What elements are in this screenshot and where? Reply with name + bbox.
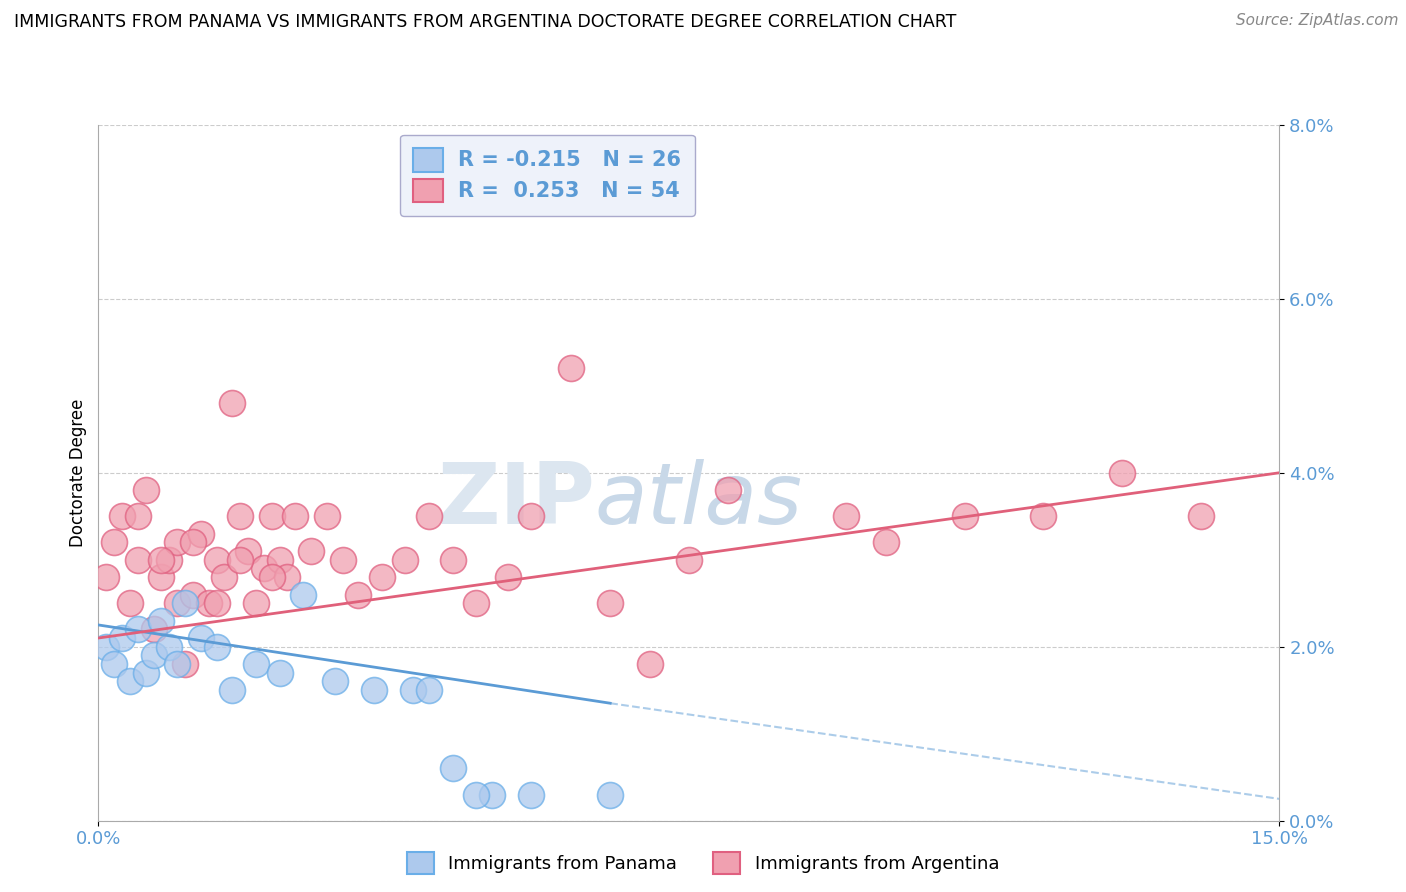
Point — [599, 596, 621, 610]
Text: ZIP: ZIP — [437, 459, 595, 542]
Point — [363, 683, 385, 698]
Point — [142, 648, 165, 663]
Point — [96, 570, 118, 584]
Point — [166, 535, 188, 549]
Point — [181, 587, 204, 601]
Text: atlas: atlas — [595, 459, 803, 542]
Point — [166, 596, 188, 610]
Point — [953, 509, 976, 524]
Point — [441, 552, 464, 567]
Point — [103, 535, 125, 549]
Point — [292, 587, 315, 601]
Point — [111, 631, 134, 645]
Point — [166, 657, 188, 671]
Point — [214, 570, 236, 584]
Point — [1111, 466, 1133, 480]
Point — [1189, 509, 1212, 524]
Point — [150, 552, 173, 567]
Point — [157, 552, 180, 567]
Point — [678, 552, 700, 567]
Point — [323, 674, 346, 689]
Point — [197, 596, 219, 610]
Text: Source: ZipAtlas.com: Source: ZipAtlas.com — [1236, 13, 1399, 29]
Point — [394, 552, 416, 567]
Point — [599, 788, 621, 802]
Point — [875, 535, 897, 549]
Point — [135, 483, 157, 498]
Point — [717, 483, 740, 498]
Point — [190, 631, 212, 645]
Point — [520, 509, 543, 524]
Point — [245, 596, 267, 610]
Point — [157, 640, 180, 654]
Point — [481, 788, 503, 802]
Point — [205, 596, 228, 610]
Point — [181, 535, 204, 549]
Point — [229, 509, 252, 524]
Point — [253, 561, 276, 575]
Point — [103, 657, 125, 671]
Point — [245, 657, 267, 671]
Point — [205, 640, 228, 654]
Point — [142, 623, 165, 637]
Point — [299, 544, 322, 558]
Point — [96, 640, 118, 654]
Point — [284, 509, 307, 524]
Point — [332, 552, 354, 567]
Point — [236, 544, 259, 558]
Point — [496, 570, 519, 584]
Text: IMMIGRANTS FROM PANAMA VS IMMIGRANTS FROM ARGENTINA DOCTORATE DEGREE CORRELATION: IMMIGRANTS FROM PANAMA VS IMMIGRANTS FRO… — [14, 13, 956, 31]
Point — [1032, 509, 1054, 524]
Point — [190, 526, 212, 541]
Point — [229, 552, 252, 567]
Point — [205, 552, 228, 567]
Point — [260, 570, 283, 584]
Point — [127, 623, 149, 637]
Point — [269, 665, 291, 680]
Point — [127, 509, 149, 524]
Point — [118, 674, 141, 689]
Point — [418, 683, 440, 698]
Point — [111, 509, 134, 524]
Point — [260, 509, 283, 524]
Point — [174, 596, 197, 610]
Y-axis label: Doctorate Degree: Doctorate Degree — [69, 399, 87, 547]
Point — [560, 361, 582, 376]
Point — [135, 665, 157, 680]
Point — [638, 657, 661, 671]
Point — [315, 509, 337, 524]
Point — [441, 761, 464, 775]
Point — [221, 683, 243, 698]
Point — [174, 657, 197, 671]
Point — [150, 614, 173, 628]
Point — [150, 570, 173, 584]
Point — [347, 587, 370, 601]
Point — [465, 596, 488, 610]
Legend: Immigrants from Panama, Immigrants from Argentina: Immigrants from Panama, Immigrants from … — [398, 843, 1008, 883]
Point — [835, 509, 858, 524]
Point — [276, 570, 298, 584]
Point — [520, 788, 543, 802]
Point — [465, 788, 488, 802]
Legend: R = -0.215   N = 26, R =  0.253   N = 54: R = -0.215 N = 26, R = 0.253 N = 54 — [399, 135, 695, 216]
Point — [127, 552, 149, 567]
Point — [371, 570, 394, 584]
Point — [221, 396, 243, 410]
Point — [418, 509, 440, 524]
Point — [402, 683, 425, 698]
Point — [269, 552, 291, 567]
Point — [118, 596, 141, 610]
